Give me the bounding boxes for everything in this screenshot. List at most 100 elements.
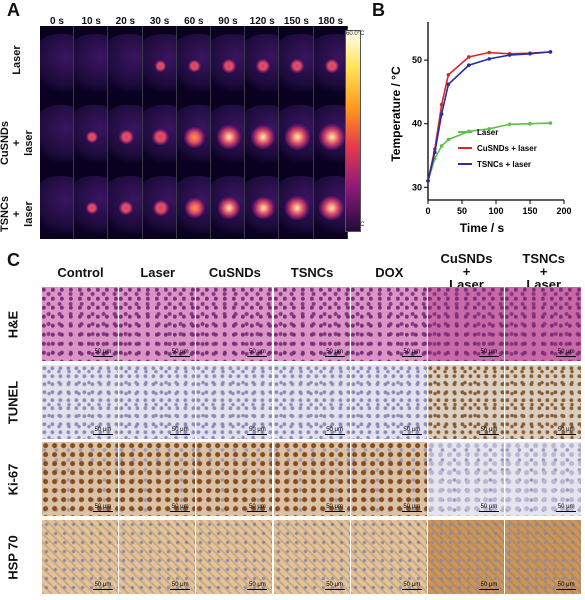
thermal-image (74, 26, 109, 97)
thermal-image (245, 168, 280, 239)
histology-image: 50 μm (505, 364, 582, 439)
thermal-image (176, 97, 211, 168)
scale-bar-label: 50 μm (94, 581, 112, 588)
data-point (467, 63, 471, 68)
thermal-row-label: Laser (11, 45, 23, 75)
time-label: 20 s (115, 16, 136, 27)
scale-bar-label: 50 μm (557, 581, 575, 588)
x-tick-label: 100 (488, 206, 503, 216)
scale-bar-label: 50 μm (557, 504, 575, 510)
histology-image: 50 μm (273, 287, 350, 361)
thermal-image (313, 26, 348, 97)
histology-image: 50 μm (273, 364, 350, 439)
histology-image: 50 μm (505, 442, 582, 516)
data-point (439, 112, 444, 116)
histology-image: 50 μm (119, 287, 196, 361)
thermal-image (313, 168, 348, 239)
thermal-image (108, 97, 143, 168)
data-point (548, 121, 553, 125)
scale-bar-label: 50 μm (248, 504, 266, 510)
histology-image: 50 μm (196, 287, 273, 361)
time-label: 60 s (184, 16, 204, 27)
data-point (487, 57, 491, 61)
stain-row-label: TUNEL (5, 380, 21, 424)
thermal-image (279, 26, 314, 97)
scale-bar-label: 50 μm (403, 349, 421, 355)
x-tick-label: 200 (556, 206, 571, 216)
scale-bar-label: 50 μm (557, 349, 575, 355)
scale-bar-label: 50 μm (171, 504, 189, 510)
x-tick-label: 0 (425, 206, 430, 216)
data-point (507, 53, 512, 57)
scale-bar-label: 50 μm (248, 349, 266, 355)
group-column-header: CuSNDs (208, 265, 261, 280)
panel-c-letter: C (7, 250, 20, 270)
temperature-line-chart: 0 50 100 150 200 30 40 50 Laser CuSNDs + laser TS… (389, 22, 572, 235)
scale-bar-label: 50 μm (94, 426, 112, 433)
data-point (467, 55, 471, 59)
thermal-image (245, 97, 280, 168)
scale-bar-label: 50 μm (171, 426, 189, 433)
histology-image: 50 μm (273, 519, 350, 594)
stain-row-label: Ki-67 (5, 463, 21, 496)
scale-bar-label: 50 μm (480, 504, 498, 510)
histology-image: 50 μm (428, 364, 504, 439)
histology-image: 50 μm (42, 364, 118, 439)
thermal-image (108, 168, 143, 239)
thermal-row-label: CuSNDs + laser (0, 121, 35, 166)
scale-bar-label: 50 μm (326, 504, 343, 510)
scale-bar-label: 50 μm (403, 504, 421, 510)
colorbar-min: 25.0°C (346, 222, 365, 228)
histology-image: 50 μm (42, 442, 118, 516)
scale-bar-label: 50 μm (326, 581, 343, 588)
data-point (433, 150, 437, 155)
histology-image: 50 μm (350, 442, 427, 516)
thermal-image (108, 26, 143, 97)
data-point (439, 102, 444, 107)
thermal-image (211, 97, 246, 168)
time-label: 30 s (149, 16, 170, 27)
scale-bar-label: 50 μm (248, 581, 266, 588)
histology-image: 50 μm (505, 287, 582, 361)
group-column-header: Control (57, 265, 104, 280)
legend-entry: TSNCs + laser (477, 160, 531, 169)
histology-image: 50 μm (428, 519, 504, 594)
group-column-header: TSNCs + Laser (522, 251, 565, 292)
panel-b-letter: B (372, 0, 385, 20)
y-tick-label: 30 (412, 182, 422, 192)
x-tick-label: 50 (457, 206, 467, 216)
scale-bar-label: 50 μm (557, 426, 575, 433)
thermal-image (211, 26, 246, 97)
histology-image: 50 μm (119, 442, 196, 516)
temperature-colorbar (345, 30, 361, 232)
legend-entry: Laser (477, 128, 498, 137)
x-axis-label: Time / s (460, 221, 505, 235)
thermal-image (176, 168, 211, 239)
histology-image: 50 μm (350, 519, 427, 594)
data-point (528, 121, 532, 126)
thermal-row-label: TSNCs + laser (0, 195, 35, 233)
thermal-image (279, 168, 314, 239)
histology-image: 50 μm (119, 364, 196, 439)
time-label: 10 s (81, 16, 101, 27)
histology-image: 50 μm (196, 364, 273, 439)
data-point (446, 137, 451, 142)
time-label: 90 s (218, 16, 238, 27)
histology-image: 50 μm (196, 519, 273, 594)
thermal-image (142, 97, 177, 168)
data-point (446, 72, 451, 77)
histology-image: 50 μm (505, 519, 582, 594)
data-point (528, 51, 532, 56)
thermal-image (313, 97, 348, 168)
scale-bar-label: 50 μm (326, 426, 343, 433)
thermal-image (142, 26, 177, 97)
group-column-header: CuSNDs + Laser (440, 251, 493, 292)
histology-image: 50 μm (273, 442, 350, 516)
panel-a-letter: A (7, 0, 20, 20)
scale-bar-label: 50 μm (171, 349, 189, 355)
data-point (487, 50, 491, 55)
data-point (487, 127, 491, 131)
thermal-image (74, 168, 109, 239)
thermal-image (245, 26, 280, 97)
scale-bar-label: 50 μm (94, 349, 112, 355)
